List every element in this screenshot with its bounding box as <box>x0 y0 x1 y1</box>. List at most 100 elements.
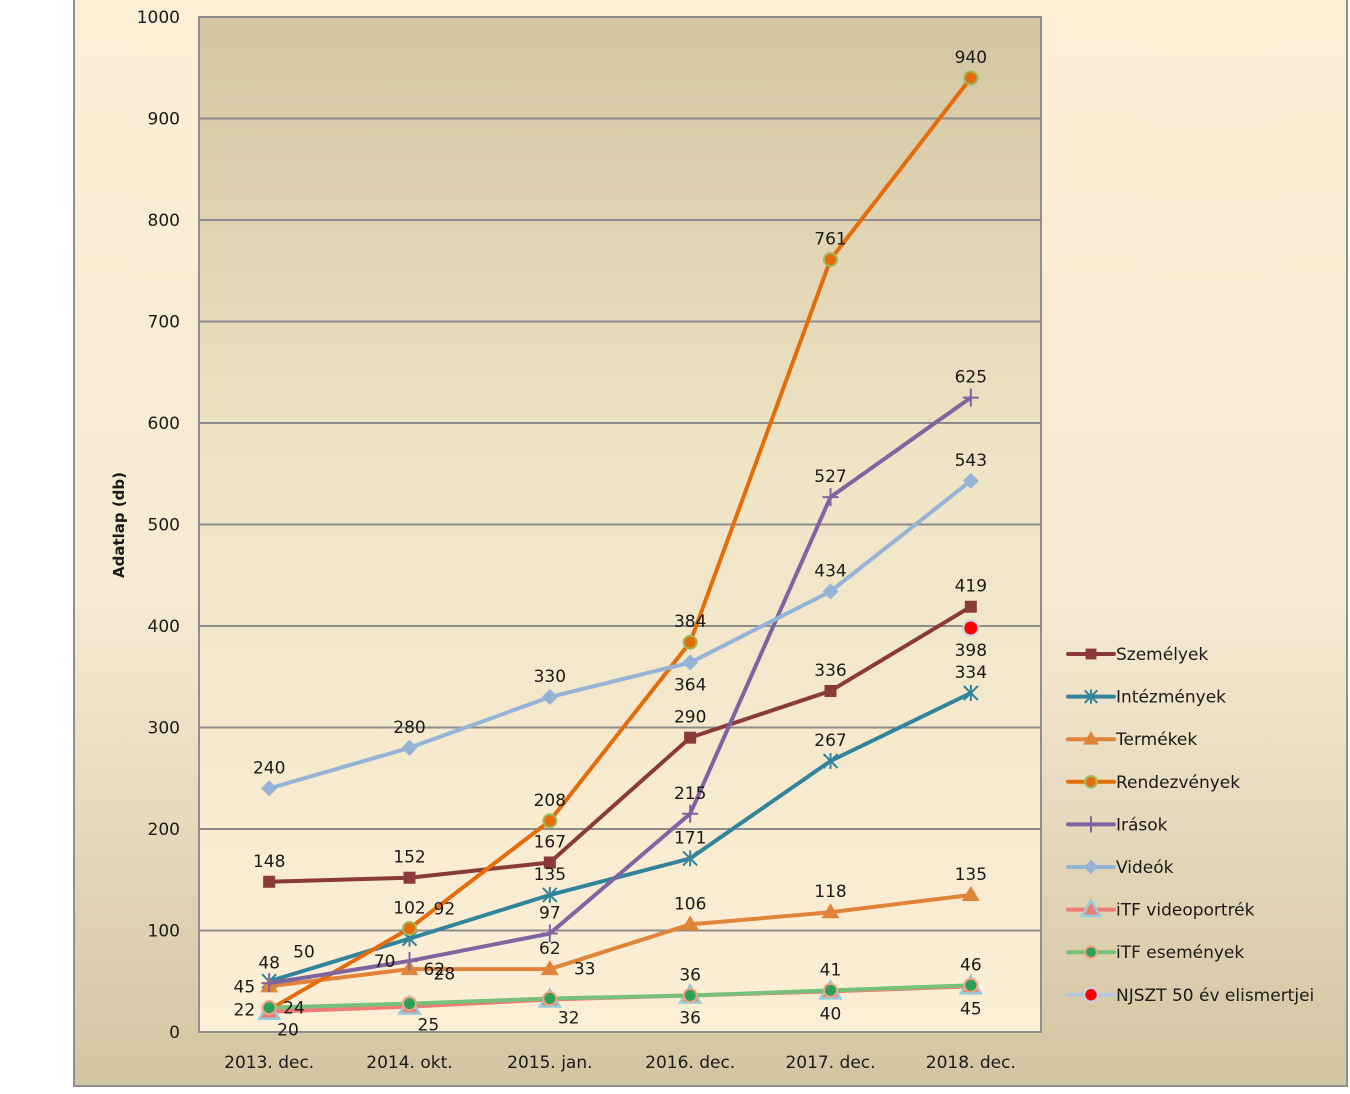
series-line <box>268 479 973 791</box>
series-line <box>268 76 973 1012</box>
legend-item: iTF videoportrék <box>1066 898 1255 921</box>
data-label: 280 <box>393 718 425 738</box>
data-label: 940 <box>955 48 987 68</box>
square-marker <box>543 856 556 869</box>
legend-label: Termékek <box>1115 730 1197 750</box>
series-njszt-50-v-elismertjei <box>962 619 980 637</box>
y-tick-label: 300 <box>148 719 180 739</box>
series-line <box>269 983 971 1010</box>
series-line <box>268 892 972 989</box>
plus-marker <box>682 804 699 823</box>
series-line <box>268 395 972 986</box>
series-itf-esem-nyek <box>261 977 979 1016</box>
legend-label: iTF videoportrék <box>1116 901 1255 921</box>
data-label: 92 <box>434 900 456 920</box>
y-tick-label: 700 <box>148 313 180 333</box>
plus-marker <box>962 388 979 407</box>
series-line <box>268 691 972 984</box>
series-group <box>256 70 984 1020</box>
asterisk-marker <box>1083 689 1099 704</box>
data-label: 334 <box>955 663 987 683</box>
y-tick-label: 500 <box>148 516 180 536</box>
data-label: 171 <box>674 828 706 848</box>
data-label: 28 <box>434 965 456 985</box>
data-label: 102 <box>393 898 425 918</box>
circle-marker <box>402 920 417 936</box>
data-label: 22 <box>234 1001 256 1021</box>
legend-item: Intézmények <box>1066 688 1226 708</box>
series-rendezv-nyek <box>261 70 979 1018</box>
series-ir-sok <box>261 388 979 993</box>
data-label: 41 <box>820 960 842 980</box>
data-label: 62 <box>424 960 446 980</box>
data-label: 761 <box>814 230 846 250</box>
data-label: 330 <box>534 667 566 687</box>
diamond-marker <box>682 654 699 671</box>
diamond-marker <box>1083 859 1099 875</box>
y-tick-label: 900 <box>148 110 180 130</box>
legend-label: Rendezvények <box>1116 773 1240 793</box>
data-label: 208 <box>534 791 566 811</box>
data-label: 384 <box>674 612 706 632</box>
legend-item: iTF események <box>1066 943 1244 963</box>
asterisk-marker <box>822 752 839 769</box>
data-label: 45 <box>234 977 256 997</box>
asterisk-marker <box>963 684 979 701</box>
data-label: 46 <box>960 955 982 975</box>
y-tick-label: 600 <box>148 414 180 434</box>
y-tick-label: 100 <box>148 922 180 942</box>
triangle-marker <box>681 915 700 931</box>
triangle-marker <box>1082 731 1100 745</box>
legend-item: Rendezvények <box>1066 773 1240 793</box>
circle-marker <box>1083 987 1099 1003</box>
y-tick-label: 0 <box>169 1023 180 1043</box>
circle-marker <box>963 70 979 86</box>
circle-marker <box>1084 774 1098 789</box>
legend-item: Irások <box>1066 815 1168 835</box>
circle-marker <box>542 991 558 1007</box>
triangle-marker <box>540 960 559 976</box>
plus-marker <box>1083 816 1099 833</box>
diamond-marker <box>541 689 558 706</box>
data-label: 290 <box>674 708 706 728</box>
x-tick-label: 2016. dec. <box>645 1053 735 1073</box>
triangle-marker <box>1079 898 1103 918</box>
data-label: 36 <box>679 1008 701 1028</box>
circle-marker <box>402 996 417 1012</box>
y-tick-label: 1000 <box>137 8 180 28</box>
data-label: 135 <box>955 865 987 885</box>
data-label: 62 <box>539 939 561 959</box>
circle-marker <box>261 1000 277 1016</box>
data-label: 625 <box>955 368 987 388</box>
data-label: 240 <box>253 758 285 778</box>
legend-item: Videók <box>1066 858 1174 878</box>
data-label: 50 <box>293 942 315 962</box>
y-axis-ticks: 0 100 200 300 400 500 600 700 800 900 1000 <box>137 8 180 1043</box>
data-label: 70 <box>374 952 396 972</box>
triangle-marker <box>821 903 840 919</box>
x-tick-label: 2018. dec. <box>926 1053 1016 1073</box>
data-label: 267 <box>814 731 846 751</box>
series-line <box>269 605 972 884</box>
data-label: 215 <box>674 784 706 804</box>
data-label: 20 <box>277 1021 299 1041</box>
legend-label: Videók <box>1116 858 1174 878</box>
data-label: 167 <box>534 832 566 852</box>
circle-marker <box>542 813 558 829</box>
data-label: 32 <box>558 1009 580 1029</box>
asterisk-marker <box>682 850 698 867</box>
data-label: 336 <box>814 661 846 681</box>
data-label: 25 <box>418 1016 440 1036</box>
square-marker <box>964 600 977 613</box>
legend-label: Irások <box>1116 815 1168 835</box>
y-tick-label: 800 <box>148 211 180 231</box>
plus-marker <box>261 974 278 993</box>
x-tick-label: 2017. dec. <box>785 1053 875 1073</box>
circle-marker <box>1084 945 1098 960</box>
data-label: 527 <box>814 467 846 487</box>
series-vide-k <box>261 472 979 797</box>
square-marker <box>1085 648 1097 660</box>
data-label: 364 <box>674 676 706 696</box>
diamond-marker <box>822 583 839 600</box>
